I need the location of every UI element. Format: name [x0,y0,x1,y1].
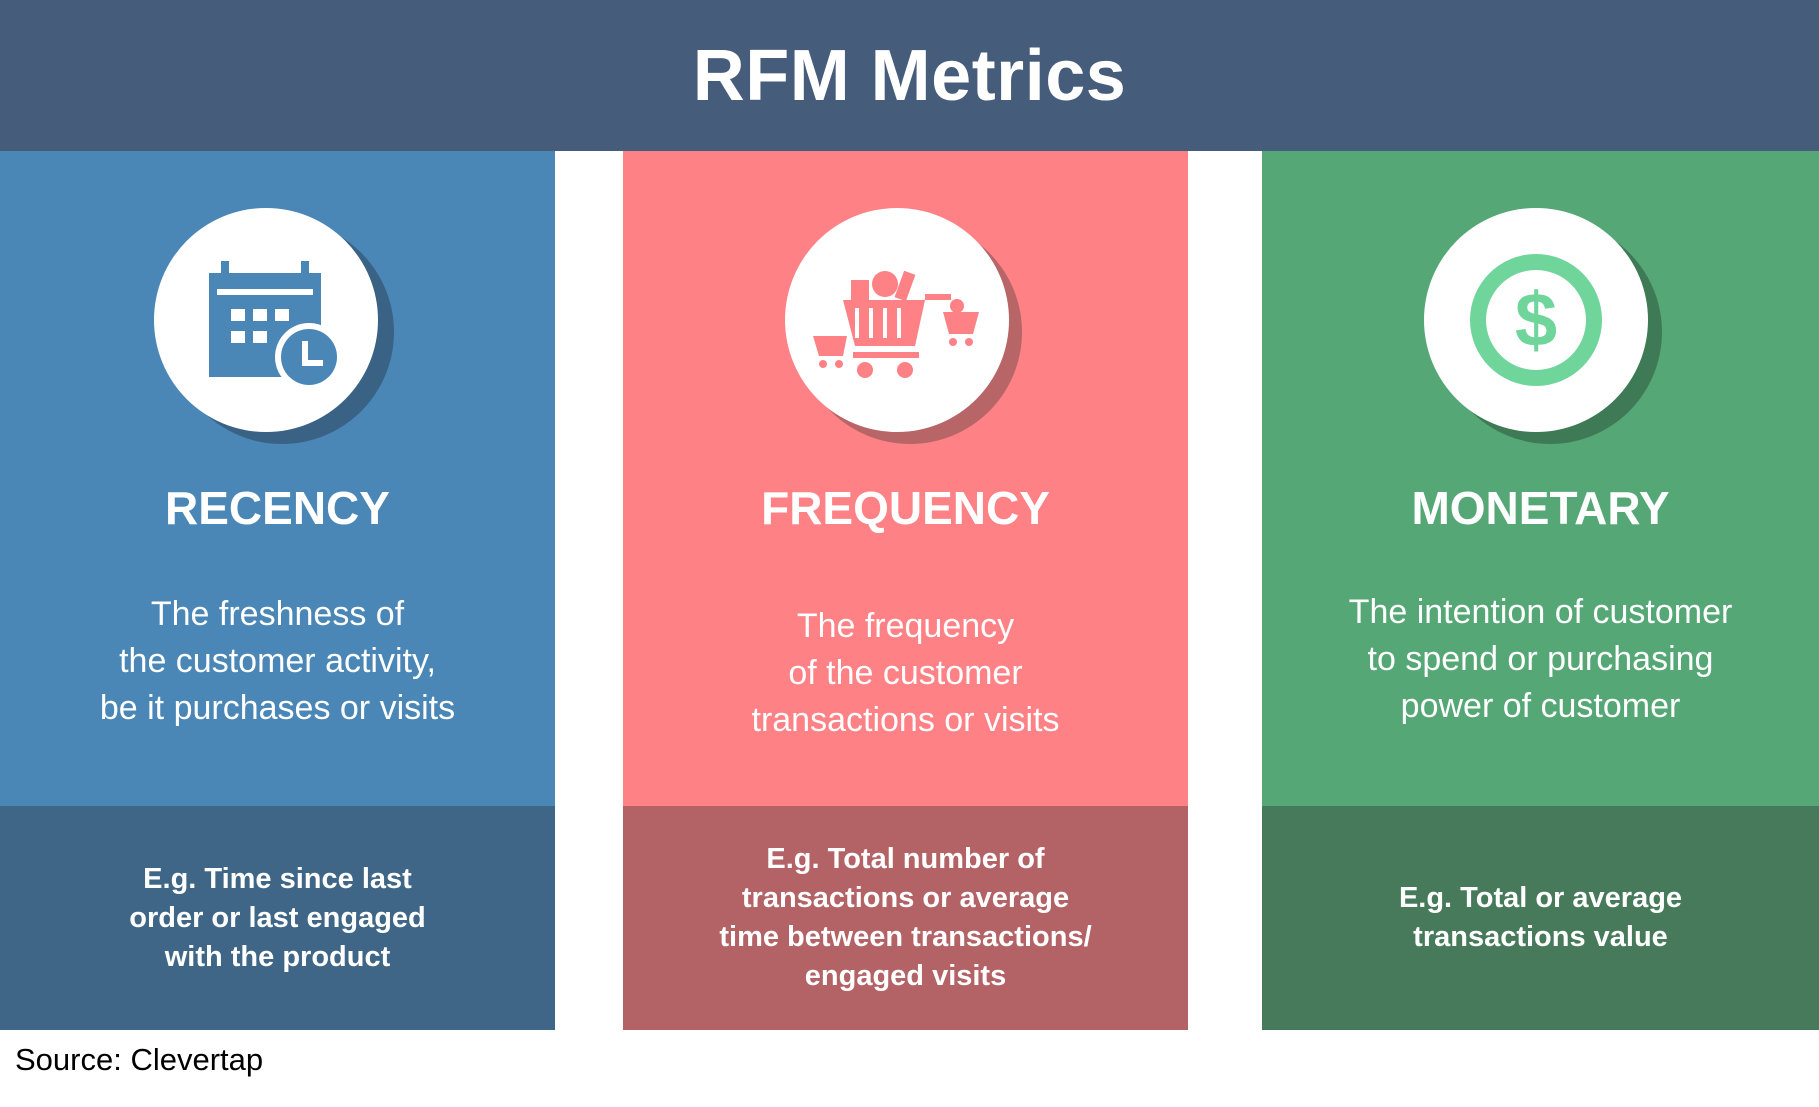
recency-column: RECENCY The freshness of the customer ac… [0,151,555,1030]
monetary-title: MONETARY [1411,482,1670,534]
recency-panel: RECENCY The freshness of the customer ac… [0,151,555,806]
frequency-description-line: transactions or visits [751,701,1060,739]
frequency-example-line: transactions or average [741,882,1070,914]
monetary-description-line: power of customer [1400,687,1681,725]
shopping-carts-icon [813,270,979,378]
frequency-example-line: engaged visits [804,960,1007,992]
frequency-example-line: E.g. Total number of [766,843,1045,875]
frequency-description-line: of the customer [788,654,1023,692]
frequency-description-line: The frequency [796,607,1015,645]
monetary-example-line: transactions value [1413,921,1668,953]
header-banner: RFM Metrics [0,0,1819,151]
monetary-description-line: to spend or purchasing [1367,640,1714,678]
monetary-example-line: E.g. Total or average [1398,882,1683,914]
recency-example: E.g. Time since last order or last engag… [129,860,426,977]
recency-description-line: the customer activity, [119,642,436,680]
frequency-example-line: time between transactions/ [719,921,1092,953]
monetary-panel: $ MONETARY The intention of customer to … [1262,151,1819,806]
frequency-description: The frequency of the customer transactio… [623,603,1188,744]
recency-description: The freshness of the customer activity, … [0,591,555,732]
recency-icon-circle [154,208,378,432]
recency-example-panel: E.g. Time since last order or last engag… [0,806,555,1030]
frequency-example: E.g. Total number of transactions or ave… [719,840,1091,996]
monetary-icon-circle: $ [1424,208,1648,432]
frequency-panel: FREQUENCY The frequency of the customer … [623,151,1188,806]
dollar-coin-icon: $ [1470,254,1602,386]
frequency-example-panel: E.g. Total number of transactions or ave… [623,806,1188,1030]
recency-description-line: The freshness of [150,595,405,633]
monetary-example-panel: E.g. Total or average transactions value [1262,806,1819,1030]
recency-example-line: E.g. Time since last [143,862,412,895]
frequency-column: FREQUENCY The frequency of the customer … [623,151,1188,1030]
svg-text:$: $ [1515,278,1557,363]
page-title: RFM Metrics [692,35,1127,116]
monetary-example: E.g. Total or average transactions value [1399,879,1682,957]
source-caption: Source: Clevertap [15,1042,264,1077]
monetary-description: The intention of customer to spend or pu… [1262,589,1819,730]
frequency-title: FREQUENCY [761,482,1050,534]
recency-description-line: be it purchases or visits [99,689,456,727]
calendar-clock-icon [209,261,341,391]
recency-example-line: order or last engaged [129,901,426,934]
recency-title: RECENCY [165,482,390,534]
monetary-description-line: The intention of customer [1348,593,1733,631]
monetary-column: $ MONETARY The intention of customer to … [1262,151,1819,1030]
frequency-icon-circle [785,208,1009,432]
recency-example-line: with the product [164,940,391,973]
